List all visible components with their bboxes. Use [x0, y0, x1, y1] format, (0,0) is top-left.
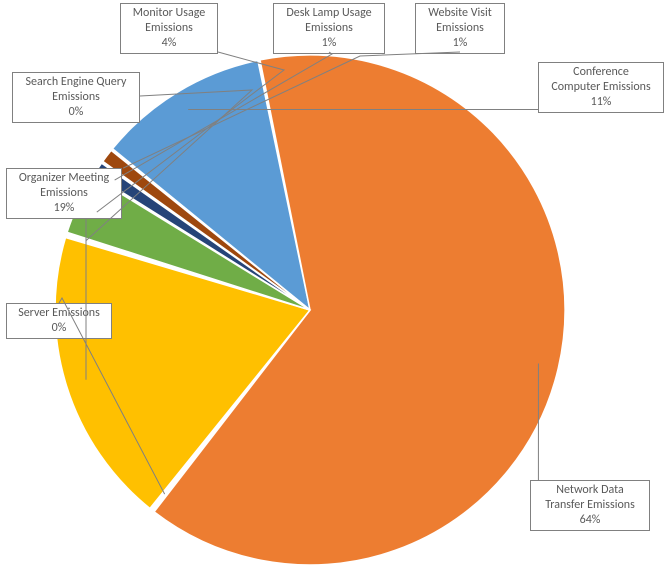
- label-line: 64%: [535, 513, 645, 528]
- label-line: Conference: [543, 65, 659, 80]
- label-line: 1%: [278, 36, 380, 51]
- label-line: 4%: [125, 36, 213, 51]
- label-line: 0%: [17, 105, 135, 120]
- label-search_engine: Search Engine QueryEmissions0%: [12, 72, 140, 123]
- label-organizer_meeting: Organizer MeetingEmissions19%: [6, 168, 122, 219]
- label-line: Emissions: [420, 21, 500, 36]
- label-line: Organizer Meeting: [11, 171, 117, 186]
- label-line: 1%: [420, 36, 500, 51]
- label-line: Transfer Emissions: [535, 498, 645, 513]
- label-conference_computer: ConferenceComputer Emissions11%: [538, 62, 664, 113]
- label-line: Computer Emissions: [543, 80, 659, 95]
- label-line: Emissions: [278, 21, 380, 36]
- label-line: Search Engine Query: [17, 75, 135, 90]
- label-network_data: Network DataTransfer Emissions64%: [530, 480, 650, 531]
- label-line: Desk Lamp Usage: [278, 6, 380, 21]
- label-line: 11%: [543, 95, 659, 110]
- label-line: Emissions: [17, 90, 135, 105]
- label-line: Server Emissions: [11, 306, 107, 321]
- label-website_visit: Website VisitEmissions1%: [415, 3, 505, 54]
- label-desk_lamp: Desk Lamp UsageEmissions1%: [273, 3, 385, 54]
- label-server: Server Emissions0%: [6, 303, 112, 339]
- label-line: Emissions: [11, 186, 117, 201]
- label-line: Network Data: [535, 483, 645, 498]
- label-line: 19%: [11, 201, 117, 216]
- pie-chart-container: ConferenceComputer Emissions11% Website V…: [0, 0, 672, 572]
- label-line: Emissions: [125, 21, 213, 36]
- label-line: Monitor Usage: [125, 6, 213, 21]
- label-monitor_usage: Monitor UsageEmissions4%: [120, 3, 218, 54]
- label-line: Website Visit: [420, 6, 500, 21]
- label-line: 0%: [11, 321, 107, 336]
